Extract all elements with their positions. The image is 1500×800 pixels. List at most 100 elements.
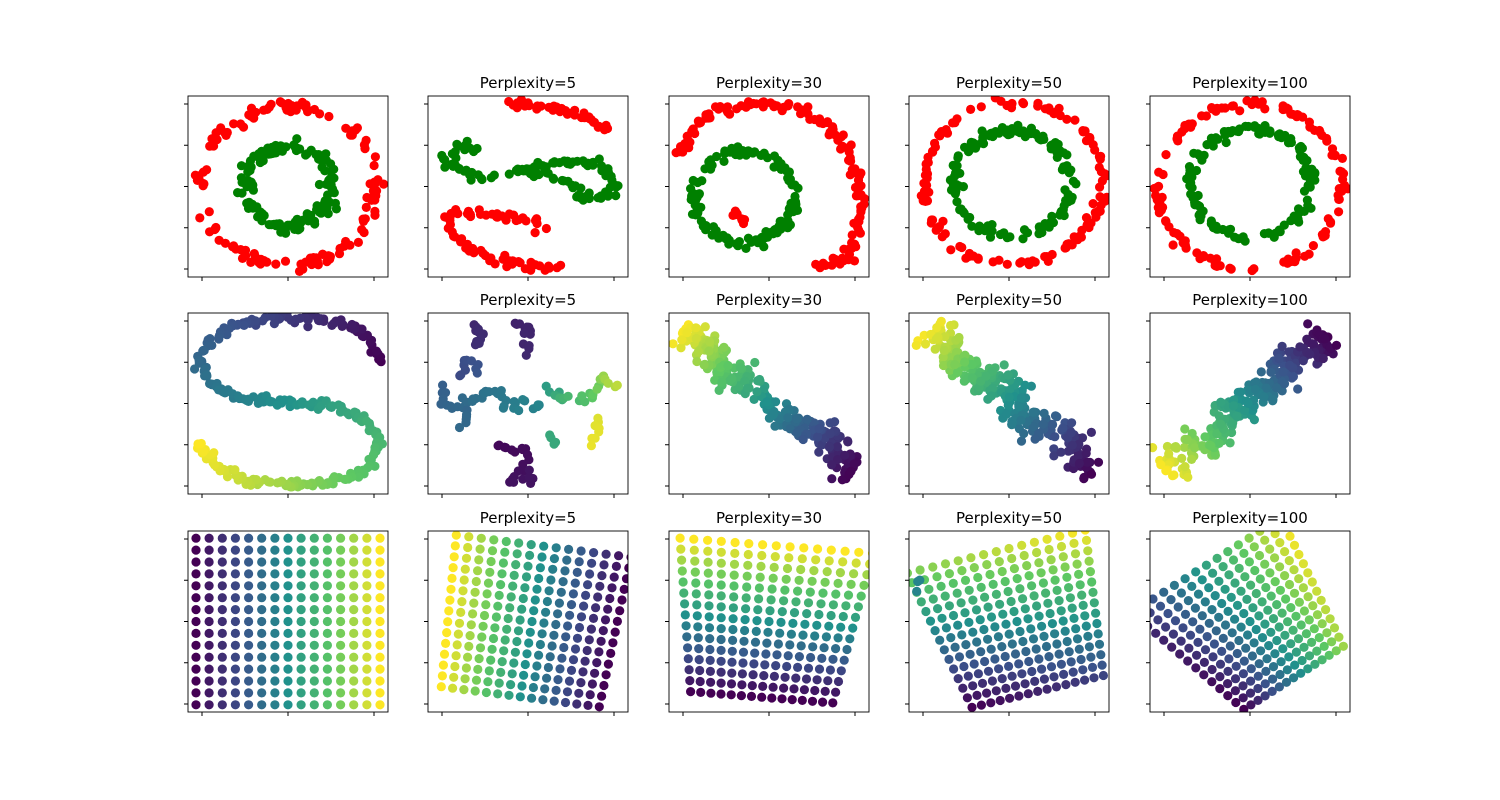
scatter-point (1081, 621, 1091, 631)
scatter-point (1150, 594, 1158, 604)
scatter-point (773, 639, 784, 649)
scatter-point (1218, 562, 1228, 572)
scatter-point (1021, 646, 1031, 657)
scatter-point (1242, 594, 1252, 605)
scatter-point (562, 687, 573, 697)
scatter-point (307, 259, 317, 270)
scatter-point (728, 603, 739, 613)
scatter-point (801, 674, 812, 684)
scatter-point (375, 652, 385, 662)
scatter-point (758, 540, 768, 550)
scatter-point (1004, 661, 1014, 672)
scatter-point (322, 640, 332, 650)
scatter-point (264, 102, 274, 112)
scatter-point (1070, 115, 1080, 125)
scatter-point (1069, 538, 1079, 549)
scatter-point (275, 97, 285, 107)
scatter-point (283, 676, 293, 686)
scatter-point (1266, 367, 1276, 377)
scatter-point (217, 616, 227, 627)
scatter-point (474, 338, 484, 348)
scatter-point (1275, 669, 1285, 680)
scatter-point (1250, 96, 1260, 105)
scatter-point (1265, 568, 1275, 578)
scatter-point (204, 593, 214, 603)
scatter-point (1161, 622, 1171, 632)
scatter-point (849, 569, 859, 579)
scatter-point (1302, 195, 1312, 205)
scatter-point (1014, 402, 1024, 412)
scatter-point (1251, 588, 1261, 599)
scatter-point (1030, 676, 1040, 687)
scatter-point (191, 664, 201, 674)
scatter-point (521, 350, 531, 360)
scatter-point (1307, 577, 1317, 587)
scatter-point (689, 545, 699, 555)
scatter-point (1254, 550, 1265, 561)
scatter-point (436, 682, 446, 692)
scatter-point (756, 561, 766, 572)
scatter-point (783, 101, 793, 111)
scatter-point (588, 613, 599, 624)
scatter-points (911, 316, 1104, 484)
scatter-point (336, 616, 346, 627)
scatter-point (983, 634, 993, 644)
scatter-point (1067, 531, 1078, 538)
scatter-point (817, 653, 827, 664)
scatter-point (1194, 150, 1204, 161)
scatter-point (740, 625, 750, 636)
scatter-point (244, 545, 254, 555)
scatter-point (321, 149, 331, 159)
scatter-point (244, 110, 254, 120)
scatter-point (532, 661, 542, 671)
scatter-point (1071, 624, 1081, 634)
scatter-point (779, 596, 789, 606)
axes-frame (187, 95, 389, 278)
scatter-point (230, 640, 240, 650)
scatter-point (1082, 457, 1092, 467)
scatter-point (820, 686, 830, 697)
subplot-1-3: Perplexity=30 (665, 74, 870, 281)
scatter-point (828, 698, 838, 708)
scatter-point (1041, 641, 1052, 652)
scatter-point (204, 628, 214, 639)
scatter-point (785, 542, 795, 552)
scatter-point (677, 566, 687, 576)
scatter-point (270, 533, 280, 543)
scatter-point (750, 357, 760, 368)
scatter-point (191, 593, 201, 603)
scatter-point (375, 700, 385, 710)
scatter-point (1232, 648, 1242, 659)
scatter-point (1059, 669, 1069, 680)
scatter-point (969, 659, 979, 669)
scatter-point (814, 609, 824, 620)
scatter-point (716, 678, 726, 688)
scatter-point (1234, 635, 1244, 646)
scatter-point (296, 700, 306, 710)
scatter-point (1243, 630, 1253, 640)
scatter-point (1086, 469, 1097, 479)
scatter-point (933, 223, 943, 233)
scatter-point (1002, 233, 1012, 243)
subplot-2-4: Perplexity=50 (905, 291, 1110, 498)
scatter-point (952, 588, 962, 598)
scatter-point (833, 633, 843, 643)
scatter-point (912, 586, 922, 597)
scatter-point (217, 545, 227, 555)
scatter-point (833, 455, 843, 465)
scatter-point (1195, 624, 1205, 634)
scatter-point (504, 690, 514, 700)
scatter-point (1226, 592, 1236, 603)
scatter-point (1020, 380, 1030, 390)
scatter-point (1155, 198, 1165, 208)
scatter-point (1033, 101, 1043, 111)
scatter-point (1185, 630, 1196, 640)
scatter-point (454, 618, 465, 628)
scatter-point (362, 416, 372, 426)
scatter-point (716, 645, 726, 656)
scatter-point (680, 610, 690, 620)
scatter-point (244, 616, 254, 627)
scatter-point (1042, 534, 1052, 544)
scatter-point (1015, 626, 1025, 637)
scatter-point (322, 688, 332, 698)
